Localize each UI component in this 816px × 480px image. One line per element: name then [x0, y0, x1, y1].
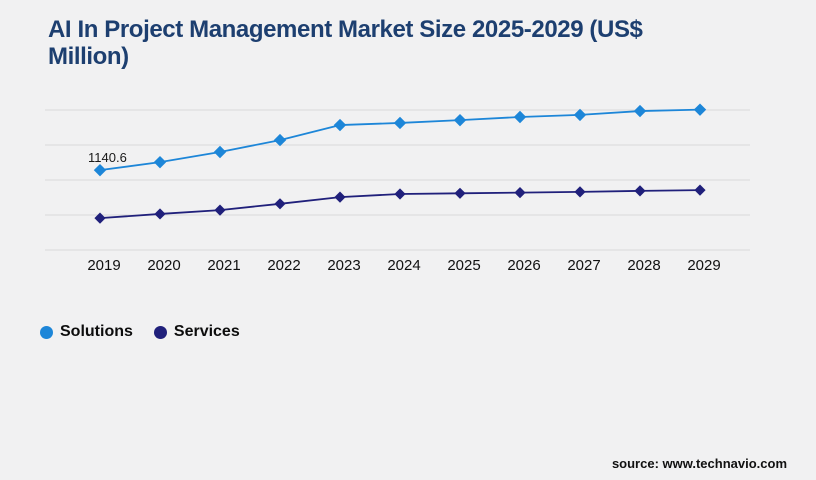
data-point-services[interactable]: [574, 186, 586, 198]
page-title-line1: AI In Project Management Market Size 202…: [48, 16, 643, 43]
data-point-services[interactable]: [154, 208, 166, 220]
data-point-services[interactable]: [634, 185, 646, 197]
x-axis-label: 2026: [507, 257, 540, 274]
data-point-services[interactable]: [694, 184, 706, 196]
data-point-solutions[interactable]: [693, 103, 707, 116]
x-axis-label: 2023: [327, 257, 360, 274]
data-point-services[interactable]: [94, 212, 106, 224]
data-point-services[interactable]: [394, 188, 406, 200]
data-label: 1140.6: [88, 150, 127, 165]
data-point-solutions[interactable]: [513, 110, 527, 124]
x-axis-label: 2024: [387, 257, 420, 274]
data-point-solutions[interactable]: [333, 118, 347, 132]
page-title: AI In Project Management Market Size 202…: [48, 16, 768, 70]
data-point-solutions[interactable]: [93, 163, 107, 177]
x-axis-label: 2025: [447, 257, 480, 274]
data-point-services[interactable]: [514, 187, 526, 199]
data-point-solutions[interactable]: [213, 145, 227, 159]
source-attribution: source: www.technavio.com: [611, 456, 787, 471]
solutions-series-dot-icon: [40, 325, 53, 339]
data-point-solutions[interactable]: [153, 155, 167, 169]
x-axis-label: 2021: [207, 257, 240, 274]
legend-label-services: Services: [173, 323, 240, 340]
x-axis-label: 2027: [567, 257, 600, 274]
x-axis-label: 2019: [87, 257, 120, 274]
data-point-solutions[interactable]: [633, 104, 647, 118]
data-point-services[interactable]: [454, 187, 466, 199]
x-axis-label: 2022: [267, 257, 300, 274]
x-axis-label: 2029: [687, 257, 720, 274]
legend-item-solutions[interactable]: Solutions: [40, 323, 133, 341]
line-chart: 2019 2020 2021 2022 2023 2024 2025 2026 2027 2028…: [45, 103, 750, 274]
data-point-solutions[interactable]: [573, 108, 587, 122]
x-axis-label: 2020: [147, 257, 180, 274]
data-point-solutions[interactable]: [453, 113, 467, 127]
data-point-solutions[interactable]: [273, 133, 287, 147]
services-series-dot-icon: [153, 325, 167, 339]
data-point-services[interactable]: [334, 191, 346, 203]
data-point-services[interactable]: [214, 204, 226, 216]
legend-item-services[interactable]: Services: [153, 323, 240, 341]
legend: Solutions Services: [40, 323, 240, 341]
page-title-line2: Million): [48, 43, 129, 70]
legend-label-solutions: Solutions: [60, 323, 133, 340]
data-point-solutions[interactable]: [393, 116, 407, 130]
data-point-services[interactable]: [274, 198, 286, 210]
x-axis-label: 2028: [627, 257, 660, 274]
